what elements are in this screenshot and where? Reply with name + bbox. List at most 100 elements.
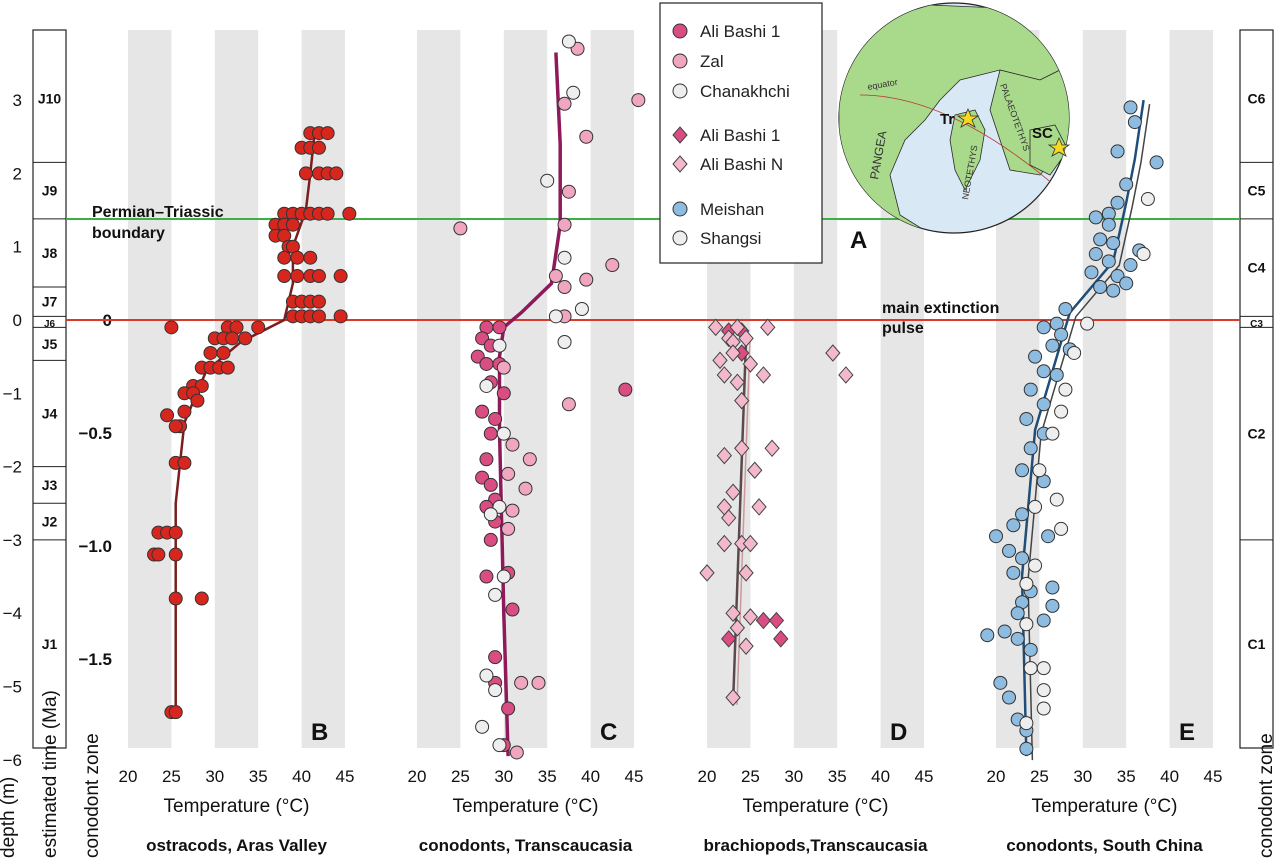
panel-label: D [890, 719, 907, 746]
data-point [1036, 364, 1051, 379]
zone-label: J9 [42, 183, 58, 199]
x-axis-label: Temperature (°C) [164, 796, 310, 817]
grey-band [128, 30, 172, 748]
x-tick: 40 [871, 767, 890, 786]
data-point [548, 269, 563, 284]
zone-label: J7 [42, 294, 58, 310]
grey-band [503, 30, 548, 748]
data-point [579, 272, 594, 287]
depth-tick: 1 [13, 238, 22, 257]
data-point [311, 140, 326, 155]
right-zones: C6 C5 C4 C3 C2 C1 [1240, 90, 1273, 749]
data-point [479, 569, 494, 584]
data-point [1036, 701, 1051, 716]
data-point [238, 331, 253, 346]
tr-star-icon [956, 107, 980, 128]
data-point [1010, 606, 1025, 621]
zone-label: J3 [42, 477, 58, 493]
zone-label: J5 [42, 336, 58, 352]
data-point [1123, 100, 1138, 115]
panel-subtitle: conodonts, Transcaucasia [419, 836, 633, 855]
data-point [194, 591, 209, 606]
data-point [764, 439, 780, 458]
data-point [1093, 280, 1108, 295]
data-point [1119, 276, 1134, 291]
panel-subtitle: brachiopods,Transcaucasia [704, 836, 928, 855]
panel-label: E [1179, 719, 1195, 746]
data-point [699, 564, 715, 582]
grey-band [417, 30, 461, 748]
data-point [738, 564, 754, 582]
data-point [518, 481, 533, 496]
data-point [1080, 316, 1095, 331]
grey-band [1082, 30, 1127, 748]
data-point [1015, 463, 1030, 478]
legend-label: Ali Bashi 1 [700, 22, 780, 41]
left-zone-axis-label: conodont zone [82, 733, 103, 858]
data-point [557, 250, 572, 265]
data-point [488, 411, 503, 426]
extinction-label-2: pulse [882, 320, 924, 337]
legend-label: Zal [700, 52, 724, 71]
south-china-block [1029, 124, 1069, 176]
panel-e: E [980, 99, 1195, 761]
data-point [531, 675, 546, 690]
sc-star-icon [1047, 136, 1071, 157]
data-point [725, 688, 741, 707]
x-tick: 30 [784, 767, 803, 786]
data-point [742, 355, 759, 373]
data-point [729, 318, 746, 337]
data-point [488, 587, 503, 602]
data-point [1023, 441, 1038, 456]
depth-axis-label: depth (m) [0, 777, 19, 858]
zone-label: C3 [1250, 319, 1263, 330]
x-tick: 30 [205, 767, 224, 786]
data-point [742, 534, 759, 553]
data-point [755, 366, 772, 384]
x-tick: 45 [915, 767, 934, 786]
depth-tick: −2 [3, 458, 22, 477]
data-point [320, 126, 335, 141]
data-point [1045, 338, 1060, 353]
data-point [1028, 499, 1043, 514]
grey-band [214, 30, 259, 748]
x-tick: 20 [119, 767, 138, 786]
tr-site-label: Tr [940, 111, 954, 128]
x-axes: 20 25 30 35 40 45 Temperature (°C) ostracods, A… [119, 767, 1223, 855]
data-point [168, 591, 183, 606]
equator-line [859, 94, 1061, 191]
data-point [725, 344, 741, 362]
data-point [557, 334, 572, 349]
x-tick: 25 [741, 767, 760, 786]
data-point [492, 320, 507, 335]
data-point [168, 547, 183, 562]
data-point [557, 96, 572, 111]
legend-marker [672, 155, 688, 173]
x-tick: 40 [581, 767, 600, 786]
data-point [725, 483, 741, 502]
data-point [1054, 521, 1069, 536]
x-tick: 30 [494, 767, 513, 786]
data-point [768, 611, 785, 630]
data-point [501, 701, 516, 716]
data-point [1002, 543, 1017, 558]
data-point [225, 331, 240, 346]
data-point [505, 503, 520, 518]
data-point [1015, 551, 1030, 566]
depth-tick: 0 [13, 311, 22, 330]
legend-marker [672, 53, 688, 69]
data-point [1023, 642, 1038, 657]
data-point [1054, 327, 1069, 342]
data-point [579, 129, 594, 144]
panels: B C D E [147, 34, 1195, 761]
data-point [479, 378, 494, 393]
data-point [496, 360, 511, 375]
data-point [488, 683, 503, 698]
x-axis-label: Temperature (°C) [743, 796, 889, 817]
data-point [1028, 558, 1043, 573]
data-point [1028, 349, 1043, 364]
data-point [1019, 741, 1034, 756]
data-point [1106, 236, 1121, 251]
data-point [1036, 397, 1051, 412]
data-point [522, 452, 537, 467]
